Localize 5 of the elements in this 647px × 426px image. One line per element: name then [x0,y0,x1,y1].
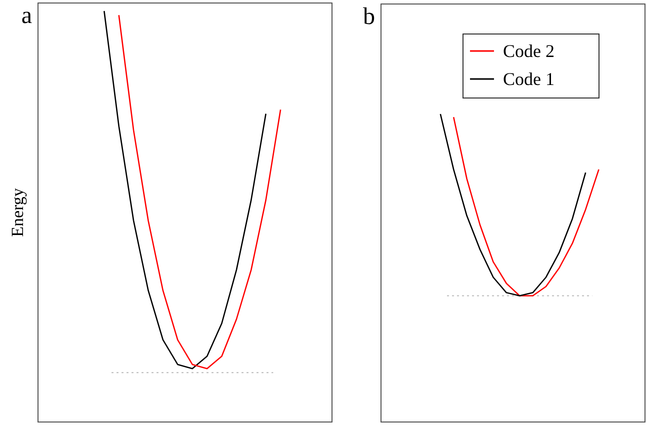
chart-title: b [363,4,375,30]
chart-title: a [21,3,32,29]
y-axis-title: Energy [8,188,27,237]
legend-label: Code 2 [503,41,554,61]
legend-label: Code 1 [503,69,554,89]
